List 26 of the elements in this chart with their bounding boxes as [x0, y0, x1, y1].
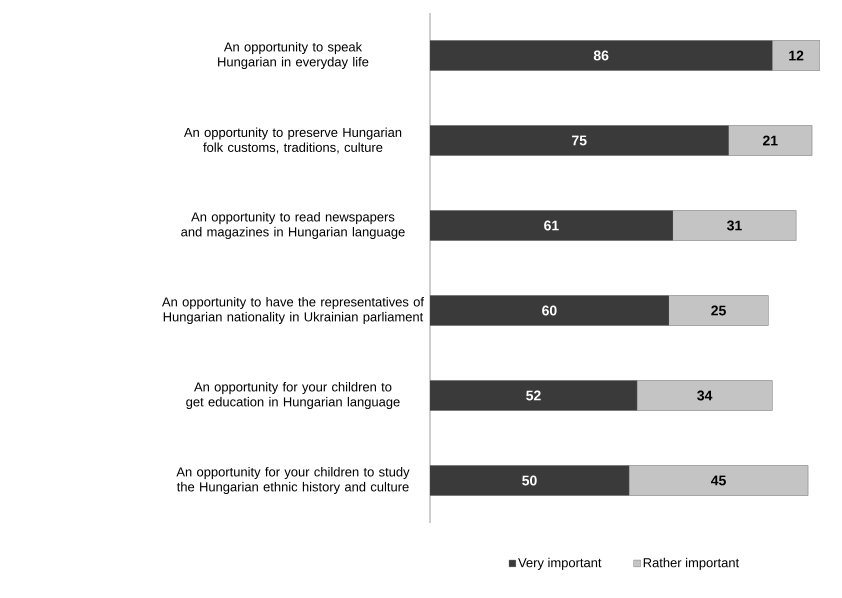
data-label: 21 — [762, 136, 778, 146]
bar — [628, 465, 808, 496]
data-label: 34 — [697, 390, 712, 400]
y-tick-label: An opportunity to read newspapers and magazines in Hungarian language — [181, 212, 405, 240]
data-label: 86 — [594, 50, 608, 60]
data-label: 12 — [789, 50, 804, 60]
data-label: 45 — [710, 476, 726, 486]
y-tick-label: An opportunity for your children to study the Hungarian ethnic history and culture — [176, 466, 410, 494]
data-label: 25 — [711, 306, 726, 316]
legend-label: Very important — [518, 558, 602, 570]
y-tick-label: An opportunity to preserve Hungarian folk customs, traditions, culture — [184, 128, 402, 154]
data-label: 50 — [522, 476, 537, 486]
bar — [672, 210, 796, 241]
bar — [772, 40, 820, 71]
data-label: 75 — [572, 136, 587, 146]
data-label: 61 — [544, 220, 559, 230]
legend-label: Rather important — [644, 558, 740, 570]
y-tick-label: An opportunity to have the representatives of Hungarian nationality in Ukrainian parliament — [162, 296, 424, 324]
y-tick-label: An opportunity to speak Hungarian in everyday life — [218, 42, 368, 70]
bar — [668, 295, 768, 326]
bar — [636, 380, 772, 411]
y-tick-label: An opportunity for your children to get education in Hungarian language — [186, 382, 400, 410]
bar — [728, 125, 812, 156]
data-label: 31 — [727, 220, 742, 230]
data-label: 52 — [526, 390, 541, 400]
data-label: 60 — [542, 306, 557, 316]
